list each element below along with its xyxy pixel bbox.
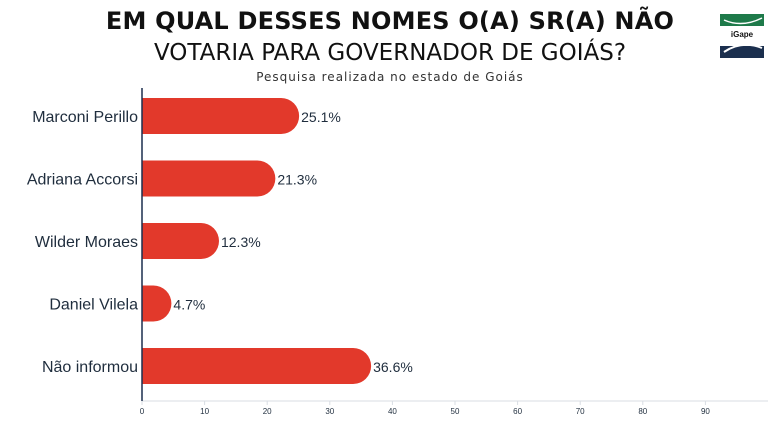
x-tick-label: 10	[200, 407, 209, 416]
chart-subtitle: Pesquisa realizada no estado de Goiás	[256, 70, 524, 84]
x-tick-label: 20	[263, 407, 272, 416]
x-tick-label: 40	[388, 407, 397, 416]
x-tick-label: 30	[325, 407, 334, 416]
category-label: Adriana Accorsi	[27, 172, 138, 189]
x-tick-label: 90	[701, 407, 710, 416]
logo-text: iGape	[730, 30, 754, 39]
value-label: 21.3%	[277, 172, 317, 188]
value-label: 4.7%	[173, 297, 205, 313]
chart-title-line1: EM QUAL DESSES NOMES O(A) SR(A) NÃO	[105, 7, 675, 35]
x-tick-label: 60	[513, 407, 522, 416]
bar	[142, 285, 172, 322]
category-label: Marconi Perillo	[32, 109, 138, 126]
x-tick-label: 50	[451, 407, 460, 416]
bar	[142, 348, 372, 384]
x-tick-label: 70	[576, 407, 585, 416]
x-tick-label: 80	[638, 407, 647, 416]
x-tick-label: 0	[140, 407, 145, 416]
bar	[142, 98, 300, 134]
category-label: Wilder Moraes	[35, 234, 138, 251]
category-label: Daniel Vilela	[49, 297, 138, 314]
value-label: 36.6%	[373, 359, 413, 375]
chart-title-line2: VOTARIA PARA GOVERNADOR DE GOIÁS?	[153, 40, 627, 66]
bar	[142, 160, 276, 197]
igape-logo-mark	[718, 12, 766, 60]
bar	[142, 223, 219, 259]
value-label: 25.1%	[301, 109, 341, 125]
category-label: Não informou	[42, 359, 138, 376]
igape-logo: iGape	[718, 12, 766, 60]
value-label: 12.3%	[221, 234, 261, 250]
